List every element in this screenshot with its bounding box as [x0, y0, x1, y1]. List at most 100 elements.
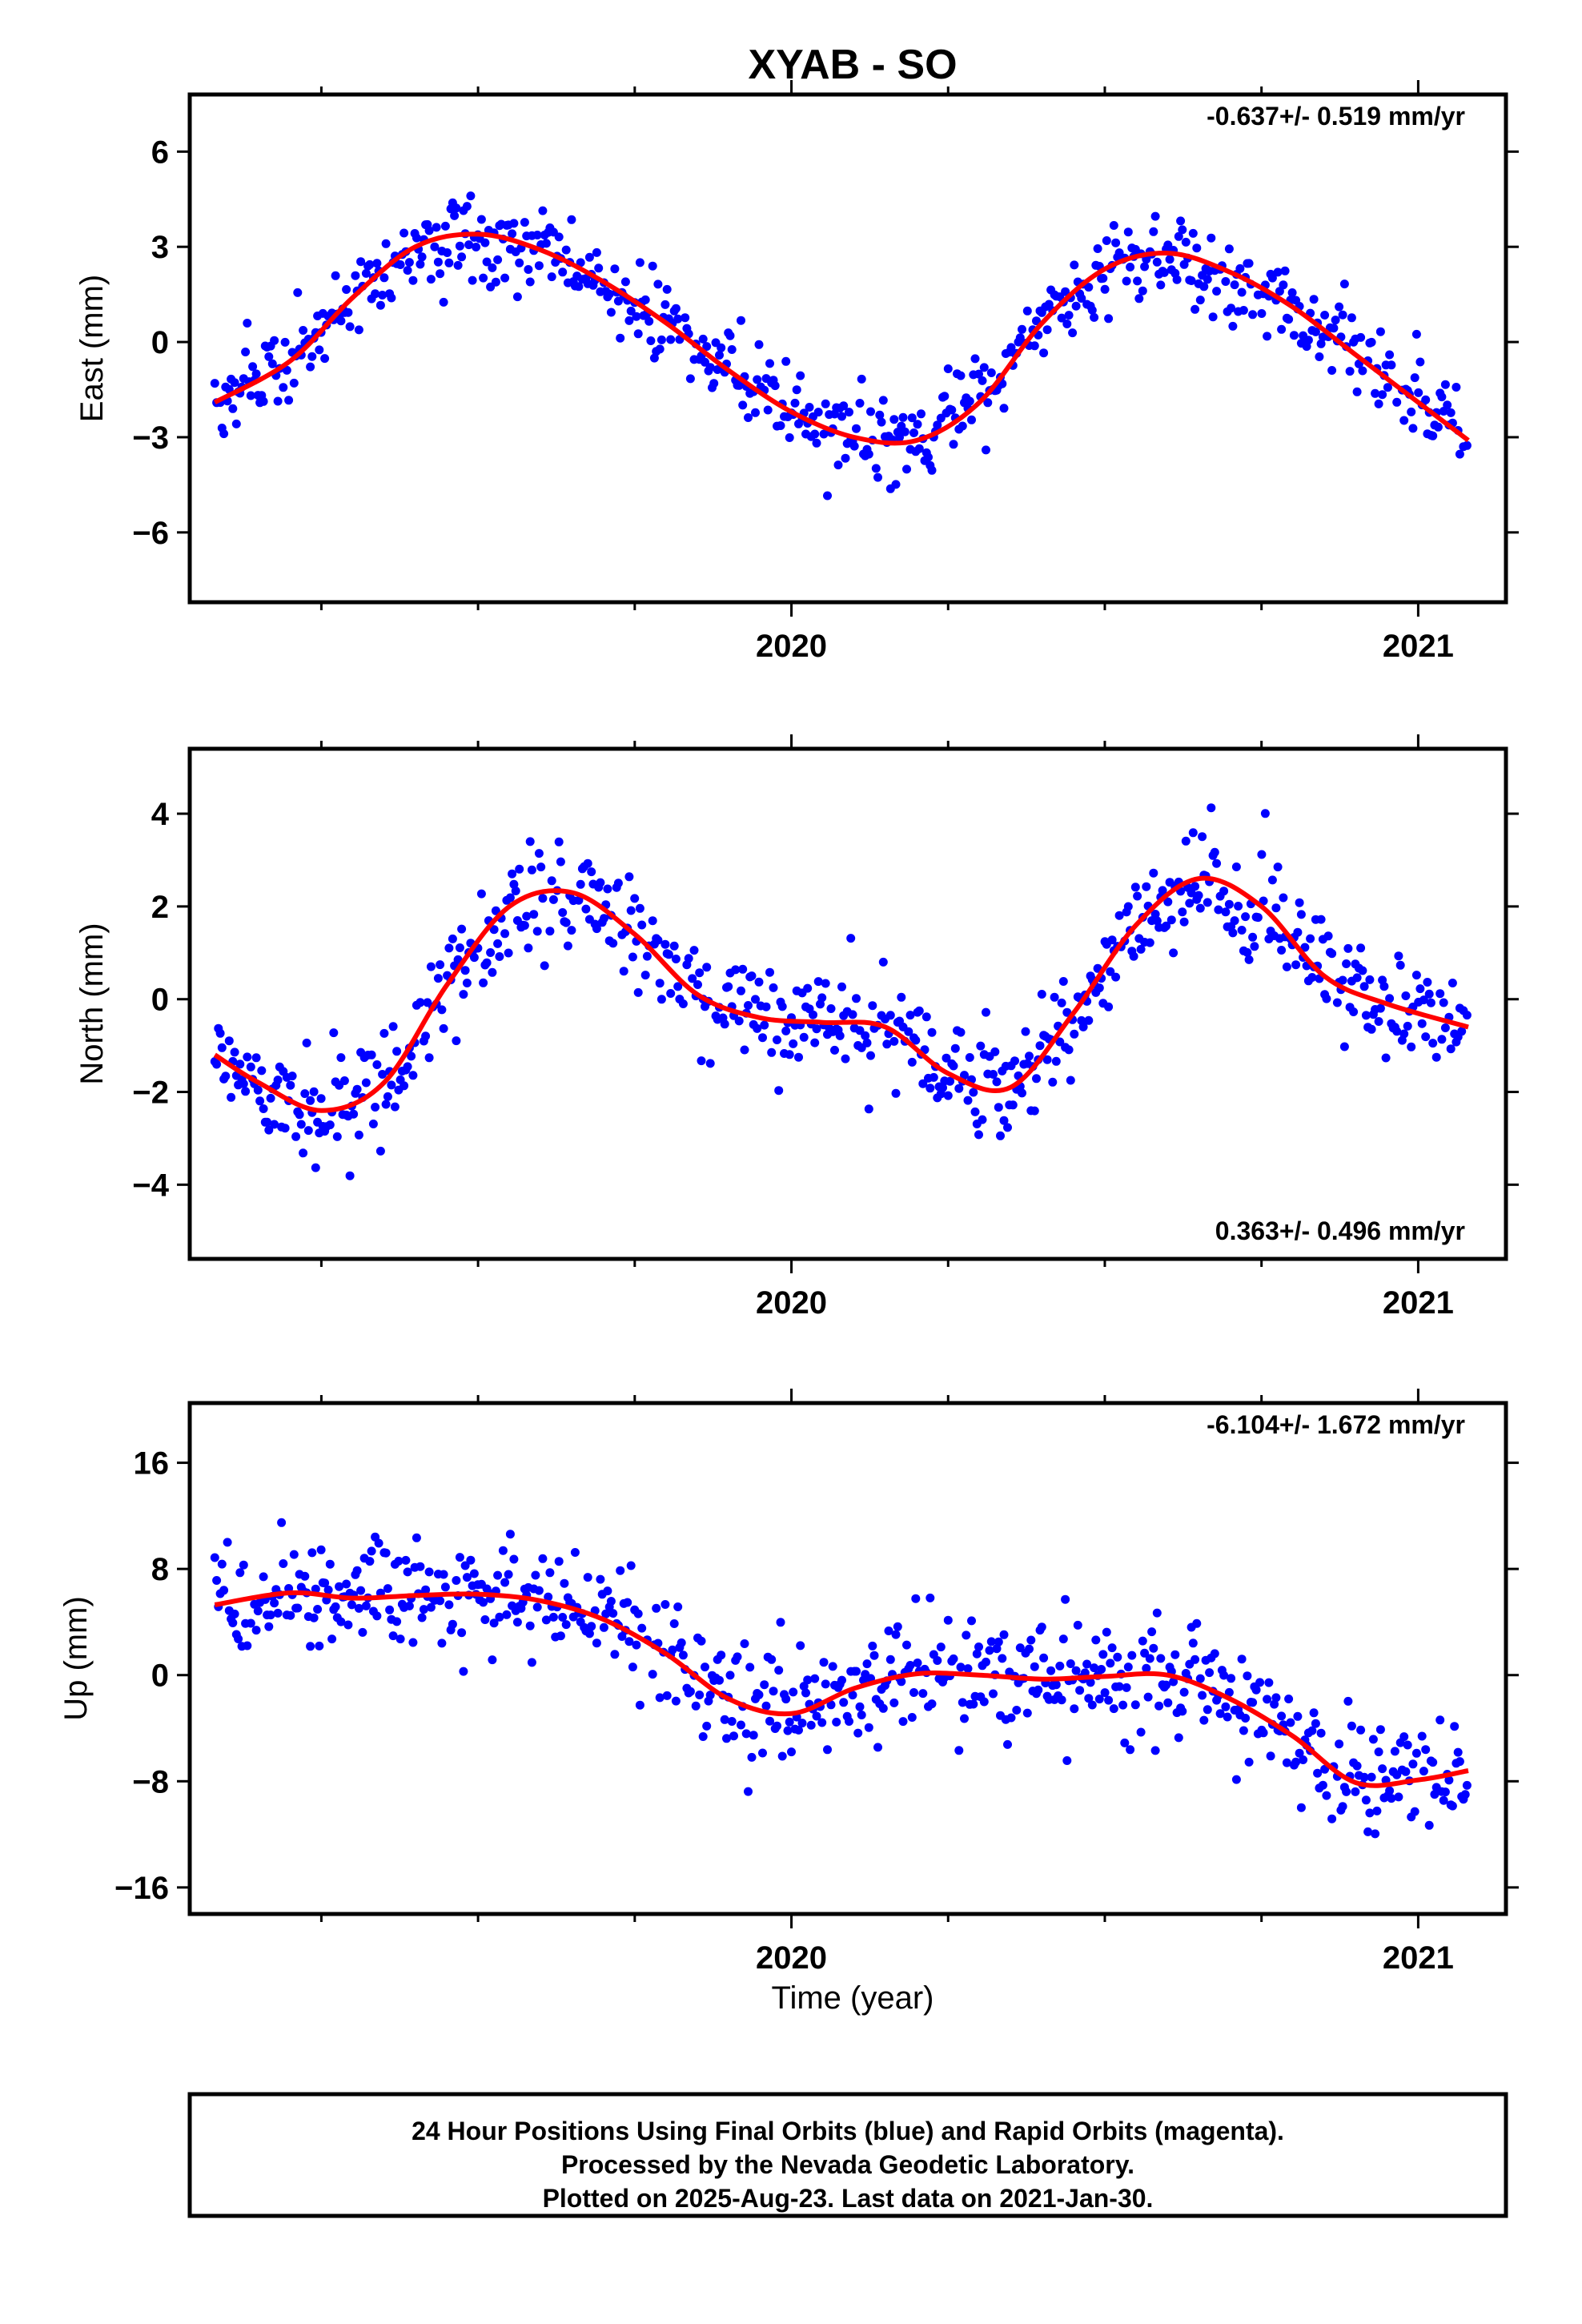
data-point	[864, 449, 873, 459]
data-point	[1241, 912, 1251, 922]
data-point	[1316, 339, 1326, 348]
data-point	[1435, 989, 1445, 999]
data-point	[1244, 259, 1254, 268]
data-point	[917, 409, 926, 419]
data-point	[893, 1622, 902, 1631]
y-tick-label: 0	[151, 983, 169, 1018]
data-point	[855, 1702, 865, 1711]
data-point	[1327, 949, 1337, 959]
data-point	[1440, 380, 1450, 389]
data-point	[882, 1039, 892, 1049]
data-point	[628, 952, 637, 962]
data-point	[361, 1078, 371, 1088]
data-point	[761, 1002, 771, 1011]
data-point	[508, 869, 517, 879]
data-point	[974, 1130, 983, 1140]
data-point	[963, 1096, 973, 1105]
data-point	[967, 1616, 976, 1626]
data-point	[1084, 1694, 1094, 1703]
data-point	[777, 1751, 787, 1761]
data-point	[457, 1628, 467, 1638]
data-point	[1352, 387, 1362, 396]
data-point	[1106, 967, 1115, 976]
y-tick-label: −2	[132, 1076, 169, 1111]
data-point	[1387, 360, 1396, 370]
data-point	[1025, 1644, 1034, 1654]
y-tick-label: −16	[114, 1871, 169, 1906]
data-point	[1375, 1725, 1385, 1735]
data-point	[982, 1007, 990, 1017]
data-point	[1087, 1700, 1097, 1710]
data-point	[396, 260, 405, 269]
data-point	[1257, 850, 1267, 859]
data-point	[862, 1038, 872, 1047]
y-tick-label: 0	[151, 1659, 169, 1694]
data-point	[841, 1054, 850, 1063]
data-point	[280, 337, 290, 347]
data-point	[345, 322, 355, 332]
data-point	[1143, 1692, 1153, 1702]
data-point	[437, 1005, 447, 1015]
data-point	[538, 206, 548, 215]
data-point	[936, 1642, 946, 1652]
data-point	[1263, 1695, 1272, 1704]
data-point	[1271, 903, 1281, 913]
data-point	[335, 1582, 344, 1591]
data-point	[810, 1674, 820, 1683]
data-point	[1367, 337, 1376, 347]
data-point	[311, 1163, 320, 1172]
data-point	[761, 1701, 771, 1711]
data-point	[969, 1088, 978, 1097]
data-point	[599, 1622, 608, 1632]
data-point	[1411, 329, 1421, 339]
data-point	[259, 396, 268, 406]
data-point	[1123, 902, 1133, 911]
data-point	[1347, 1721, 1356, 1731]
data-point	[388, 1631, 398, 1641]
data-point	[671, 304, 681, 313]
data-point	[583, 858, 592, 868]
x-tick-label: 2021	[1383, 1940, 1454, 1976]
data-point	[1191, 1655, 1200, 1664]
data-point	[1219, 1671, 1229, 1680]
data-point	[921, 1012, 931, 1022]
data-point	[1411, 971, 1421, 980]
data-point	[841, 453, 850, 463]
data-point	[576, 258, 585, 267]
data-point	[1230, 280, 1239, 290]
data-point	[392, 1047, 402, 1056]
data-point	[777, 1002, 787, 1011]
data-point	[1109, 1704, 1118, 1714]
data-point	[309, 1087, 319, 1096]
data-point	[400, 228, 409, 238]
data-point	[1408, 1759, 1418, 1769]
data-point	[864, 1723, 873, 1732]
data-point	[282, 365, 291, 375]
data-point	[1165, 255, 1174, 264]
data-point	[1437, 392, 1447, 402]
data-point	[1058, 1634, 1068, 1644]
data-point	[839, 401, 849, 411]
x-tick-label: 2020	[756, 629, 827, 664]
data-point	[246, 391, 255, 400]
data-point	[295, 1110, 304, 1120]
data-point	[1359, 982, 1369, 991]
data-point	[1174, 231, 1183, 241]
data-point	[1191, 882, 1200, 891]
data-point	[1073, 1620, 1082, 1630]
data-point	[900, 427, 909, 436]
data-point	[1179, 259, 1189, 269]
data-point	[1039, 1653, 1049, 1663]
y-tick-label: 8	[151, 1552, 169, 1587]
data-point	[336, 1617, 346, 1626]
data-point	[1208, 312, 1218, 322]
data-point	[345, 1171, 355, 1180]
data-point	[416, 1562, 425, 1571]
data-point	[1263, 332, 1272, 341]
data-point	[1055, 1037, 1065, 1047]
data-point	[1295, 898, 1304, 907]
data-point	[1316, 915, 1326, 924]
data-point	[927, 1699, 937, 1709]
data-point	[1149, 1643, 1158, 1653]
data-point	[1046, 1666, 1056, 1675]
